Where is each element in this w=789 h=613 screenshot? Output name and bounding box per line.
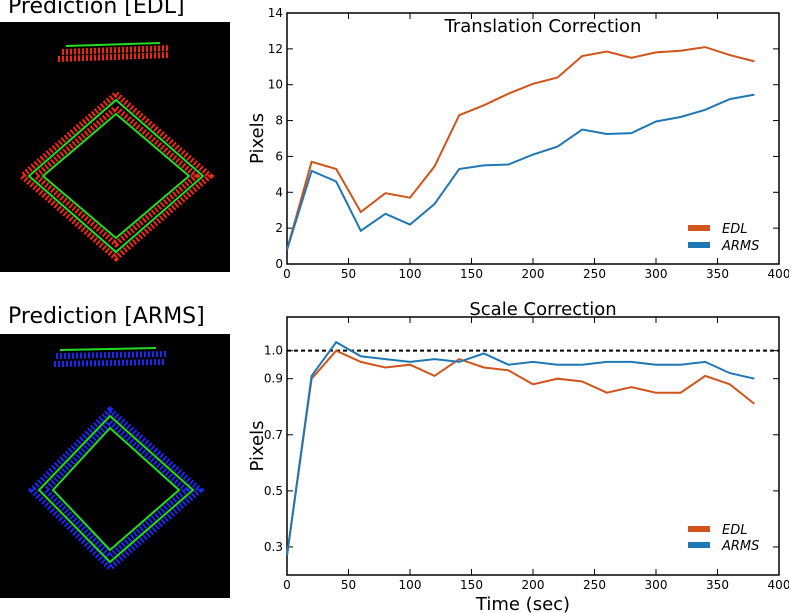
translation-legend-swatch-edl <box>688 225 710 231</box>
translation-x-tick-label: 400 <box>768 267 789 281</box>
scale-x-tick-label: 200 <box>522 578 545 592</box>
arms-points <box>27 351 205 573</box>
scale-chart-title: Scale Correction <box>469 299 616 320</box>
scale-y-axis-label: Pixels <box>247 420 268 471</box>
scale-legend-swatch-edl <box>688 526 710 532</box>
scale-x-tick-label: 350 <box>706 578 729 592</box>
scale-legend-label-edl: EDL <box>722 523 747 538</box>
scale-x-tick-label: 100 <box>399 578 422 592</box>
scale-y-tick-label: 0.9 <box>264 372 283 386</box>
scale-series-edl <box>286 349 756 556</box>
scale-legend-label-arms: ARMS <box>721 539 759 554</box>
scale-y-tick-label: 1.0 <box>264 344 283 358</box>
translation-x-tick-label: 100 <box>399 267 422 281</box>
translation-x-tick-label: 250 <box>583 267 606 281</box>
translation-y-tick-label: 14 <box>268 6 283 20</box>
scale-x-tick-label: 0 <box>283 578 291 592</box>
scale-y-tick-label: 0.5 <box>264 484 283 498</box>
translation-chart-title: Translation Correction <box>444 16 642 37</box>
arms-prediction-title: Prediction [ARMS] <box>8 304 205 329</box>
translation-x-tick-label: 0 <box>283 267 291 281</box>
ground-truth-points <box>27 42 205 254</box>
translation-y-tick-label: 2 <box>275 221 283 235</box>
scale-x-tick-label: 50 <box>341 578 356 592</box>
scale-series-arms <box>286 340 755 556</box>
arms-prediction-image <box>0 334 230 598</box>
translation-y-tick-label: 6 <box>275 149 283 163</box>
scale-x-tick-label: 250 <box>583 578 606 592</box>
edl-points <box>17 45 215 262</box>
scale-x-axis-label: Time (sec) <box>475 594 570 613</box>
scale-y-tick-label: 0.7 <box>264 428 283 442</box>
scale-legend-swatch-arms <box>688 542 710 548</box>
translation-series-arms <box>286 93 755 250</box>
arms-prediction-drawing <box>27 347 205 573</box>
translation-x-tick-label: 150 <box>460 267 483 281</box>
translation-y-tick-label: 0 <box>275 257 283 271</box>
translation-legend-label-arms: ARMS <box>721 239 759 254</box>
translation-y-tick-label: 12 <box>268 42 283 56</box>
translation-legend-label-edl: EDL <box>722 222 747 237</box>
translation-y-axis-label: Pixels <box>247 113 268 164</box>
scale-x-tick-label: 150 <box>460 578 483 592</box>
translation-legend-swatch-arms <box>688 242 710 248</box>
scale-y-tick-label: 0.3 <box>264 540 283 554</box>
edl-prediction-title: Prediction [EDL] <box>8 0 185 19</box>
translation-y-tick-label: 10 <box>268 78 283 92</box>
translation-x-tick-label: 300 <box>645 267 668 281</box>
edl-prediction-drawing <box>17 42 215 262</box>
translation-y-tick-label: 8 <box>275 114 283 128</box>
translation-x-tick-label: 350 <box>706 267 729 281</box>
translation-x-tick-label: 50 <box>341 267 356 281</box>
scale-x-tick-label: 400 <box>768 578 789 592</box>
translation-y-tick-label: 4 <box>275 185 283 199</box>
translation-series-edl <box>286 46 755 250</box>
edl-prediction-image <box>0 22 230 272</box>
scale-x-tick-label: 300 <box>645 578 668 592</box>
translation-x-tick-label: 200 <box>522 267 545 281</box>
ground-truth-points-arms <box>37 347 195 564</box>
